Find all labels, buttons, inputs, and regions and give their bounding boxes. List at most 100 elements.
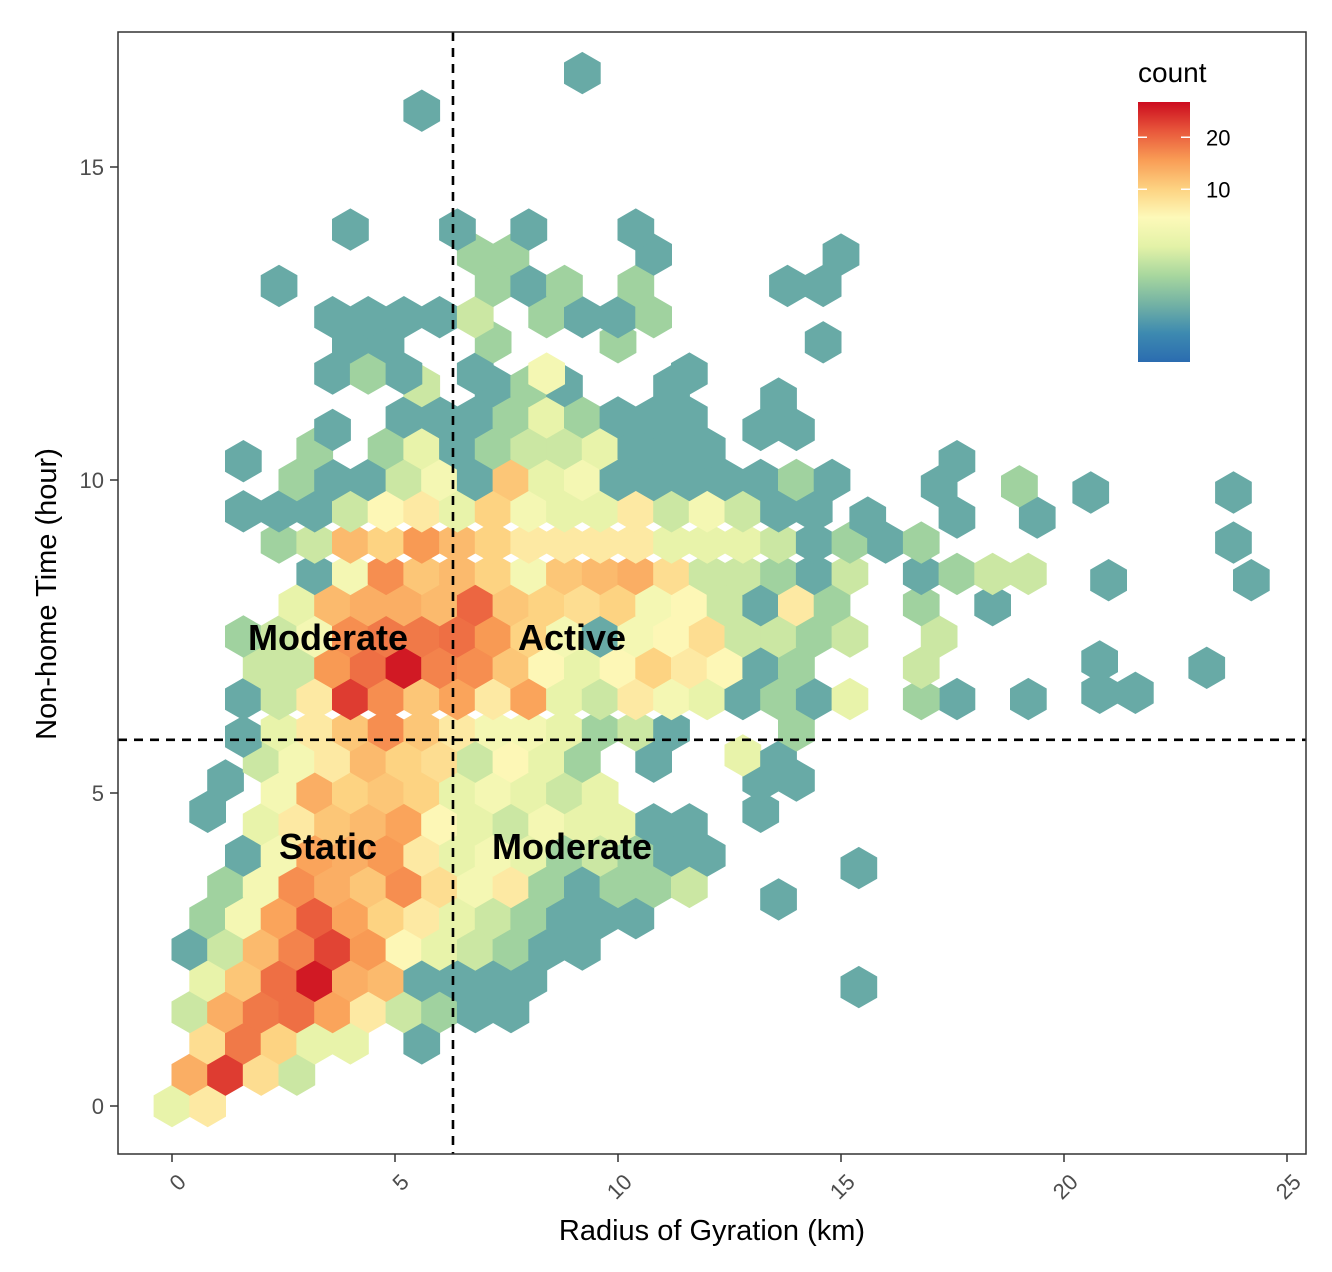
hex-cell-242 [1233,559,1270,602]
hex-cell-287 [421,458,458,502]
hex-cell-355 [474,264,512,308]
hex-cell-57 [207,865,244,909]
hex-cell-240 [1010,552,1047,596]
hex-cell-285 [349,458,387,502]
y-tick-label-0: 0 [92,1094,104,1119]
hex-cell-249 [474,521,512,564]
hex-cell-169 [385,646,423,689]
hex-cell-203 [278,584,316,627]
hex-cell-10 [332,1022,369,1065]
hex-cell-67 [564,865,601,909]
hex-cell-44 [189,897,226,940]
hex-cell-244 [296,521,334,564]
hex-cell-358 [617,264,655,308]
hex-cell-70 [671,865,708,909]
hex-cell-172 [492,646,530,689]
hex-cell-85 [688,834,726,877]
hex-cell-319 [456,396,494,439]
hex-cell-228 [546,552,583,596]
hex-cell-106 [403,771,441,815]
hex-cell-159 [831,677,869,721]
hex-cell-258 [795,521,833,564]
hex-cell-254 [653,521,690,564]
hex-cell-165 [242,646,280,689]
hex-cell-118 [349,740,387,783]
quadrant-label-bottom-left: Static [279,826,377,867]
hex-cell-294 [671,458,708,502]
hex-cell-286 [385,458,423,502]
hex-cell-142 [225,677,262,721]
hex-cell-41 [492,928,530,971]
hex-cell-155 [688,677,726,721]
hex-cell-283 [278,458,316,502]
legend-tick-label-1: 20 [1206,125,1230,150]
hex-cell-6 [189,1022,226,1065]
hex-cell-268 [403,490,441,533]
hex-cell-94 [492,803,530,846]
hex-cell-101 [189,790,226,833]
hex-cell-120 [421,740,458,783]
hex-cell-19 [421,990,458,1034]
hex-cell-273 [581,490,619,533]
hex-cell-212 [599,584,637,627]
hex-cell-202 [920,615,958,658]
hex-cell-4 [242,1053,280,1096]
hex-cell-320 [492,396,530,439]
hex-cell-221 [296,552,334,596]
hex-cell-208 [456,584,494,627]
hex-cell-35 [278,928,316,971]
hex-cell-63 [421,865,458,909]
hex-cell-196 [653,615,690,658]
hex-cell-289 [492,458,530,502]
hex-cell-7 [225,1022,262,1065]
hex-cell-56 [617,897,655,940]
hex-cell-53 [510,897,548,940]
hex-cell-201 [831,615,869,658]
hex-cell-206 [385,584,423,627]
hex-cell-370 [564,51,601,95]
hex-cell-211 [564,584,601,627]
hex-cell-338 [528,352,565,395]
hex-cell-339 [671,352,708,395]
x-tick-label-4: 20 [1048,1169,1083,1204]
hex-cell-32 [171,928,209,971]
hex-cell-16 [314,990,351,1034]
hex-cell-179 [742,646,780,689]
y-tick-label-2: 10 [80,468,104,493]
hex-cell-274 [617,490,655,533]
hex-cell-36 [314,928,351,971]
hex-cell-55 [581,897,619,940]
hex-cell-275 [653,490,690,533]
hex-cell-302 [1215,471,1252,514]
hex-cell-210 [528,584,565,627]
hex-cell-280 [849,496,887,539]
hex-cell-150 [510,677,548,721]
hex-cell-46 [260,897,298,940]
hex-cell-291 [564,458,601,502]
hex-cell-333 [760,377,797,420]
hex-cell-50 [403,897,441,940]
hex-cell-296 [742,458,780,502]
hex-cell-266 [332,490,369,533]
hex-cell-265 [296,490,334,533]
hex-cell-76 [367,834,405,877]
hex-cell-178 [706,646,744,689]
hex-cell-117 [314,740,351,783]
hex-cell-110 [546,771,583,815]
hex-cell-352 [599,296,637,339]
hex-cell-348 [421,296,458,339]
quadrant-label-top-right: Active [518,617,626,658]
hex-cell-181 [902,646,940,689]
hex-cell-327 [778,408,815,452]
hex-cell-121 [456,740,494,783]
hex-cell-214 [671,584,708,627]
hex-cell-11 [403,1022,441,1065]
hex-cell-234 [760,552,797,596]
hex-cell-30 [474,959,512,1002]
hex-cell-109 [510,771,548,815]
hex-cell-186 [296,615,334,658]
hex-cell-219 [902,584,940,627]
hex-cell-263 [225,490,262,533]
hex-cell-217 [778,584,815,627]
hex-cell-310 [546,427,583,470]
